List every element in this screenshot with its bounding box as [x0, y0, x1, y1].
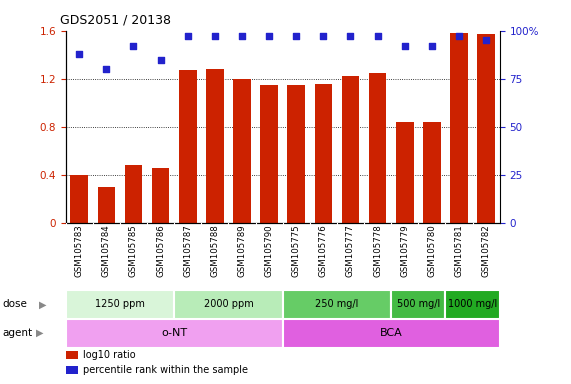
Point — [183, 33, 192, 40]
Bar — [369, 73, 387, 223]
Text: GSM105782: GSM105782 — [481, 225, 490, 278]
Point — [210, 33, 219, 40]
Text: GSM105775: GSM105775 — [292, 225, 301, 278]
Bar — [260, 85, 278, 223]
Text: ▶: ▶ — [39, 299, 46, 310]
Text: 2000 ppm: 2000 ppm — [203, 299, 254, 310]
Text: o-NT: o-NT — [161, 328, 187, 338]
Text: GSM105786: GSM105786 — [156, 225, 165, 278]
Text: GSM105788: GSM105788 — [210, 225, 219, 278]
Bar — [477, 34, 495, 223]
Bar — [283, 319, 500, 348]
Bar — [66, 366, 78, 374]
Bar — [174, 290, 283, 319]
Text: GSM105787: GSM105787 — [183, 225, 192, 278]
Text: GSM105785: GSM105785 — [129, 225, 138, 278]
Point — [319, 33, 328, 40]
Bar — [98, 187, 115, 223]
Text: 500 mg/l: 500 mg/l — [397, 299, 440, 310]
Text: GSM105784: GSM105784 — [102, 225, 111, 278]
Text: 250 mg/l: 250 mg/l — [315, 299, 359, 310]
Point — [156, 56, 165, 63]
Text: GSM105776: GSM105776 — [319, 225, 328, 278]
Bar — [66, 351, 78, 359]
Bar — [179, 70, 196, 223]
Bar — [391, 290, 445, 319]
Text: GSM105780: GSM105780 — [427, 225, 436, 278]
Text: GSM105778: GSM105778 — [373, 225, 382, 278]
Bar — [206, 69, 224, 223]
Bar — [450, 33, 468, 223]
Text: GSM105789: GSM105789 — [238, 225, 247, 277]
Bar — [315, 84, 332, 223]
Bar — [233, 79, 251, 223]
Text: GSM105781: GSM105781 — [455, 225, 464, 278]
Text: GSM105790: GSM105790 — [264, 225, 274, 277]
Text: 1000 mg/l: 1000 mg/l — [448, 299, 497, 310]
Point — [264, 33, 274, 40]
Point — [455, 33, 464, 40]
Text: dose: dose — [3, 299, 28, 310]
Text: ▶: ▶ — [36, 328, 43, 338]
Text: GSM105783: GSM105783 — [75, 225, 84, 278]
Bar — [396, 122, 413, 223]
Text: log10 ratio: log10 ratio — [83, 350, 136, 360]
Bar — [152, 167, 170, 223]
Point — [75, 51, 84, 57]
Text: percentile rank within the sample: percentile rank within the sample — [83, 365, 248, 375]
Text: 1250 ppm: 1250 ppm — [95, 299, 145, 310]
Point — [292, 33, 301, 40]
Text: GDS2051 / 20138: GDS2051 / 20138 — [60, 14, 171, 27]
Point — [400, 43, 409, 49]
Bar — [287, 85, 305, 223]
Text: BCA: BCA — [380, 328, 403, 338]
Point — [129, 43, 138, 49]
Text: agent: agent — [3, 328, 33, 338]
Point — [238, 33, 247, 40]
Point — [102, 66, 111, 72]
Text: GSM105777: GSM105777 — [346, 225, 355, 278]
Bar — [423, 122, 441, 223]
Bar — [66, 290, 174, 319]
Point — [373, 33, 382, 40]
Point — [427, 43, 436, 49]
Bar — [445, 290, 500, 319]
Bar — [341, 76, 359, 223]
Text: GSM105779: GSM105779 — [400, 225, 409, 277]
Point — [346, 33, 355, 40]
Bar — [66, 319, 283, 348]
Bar — [70, 175, 88, 223]
Bar — [124, 165, 142, 223]
Bar — [283, 290, 391, 319]
Point — [481, 37, 490, 43]
